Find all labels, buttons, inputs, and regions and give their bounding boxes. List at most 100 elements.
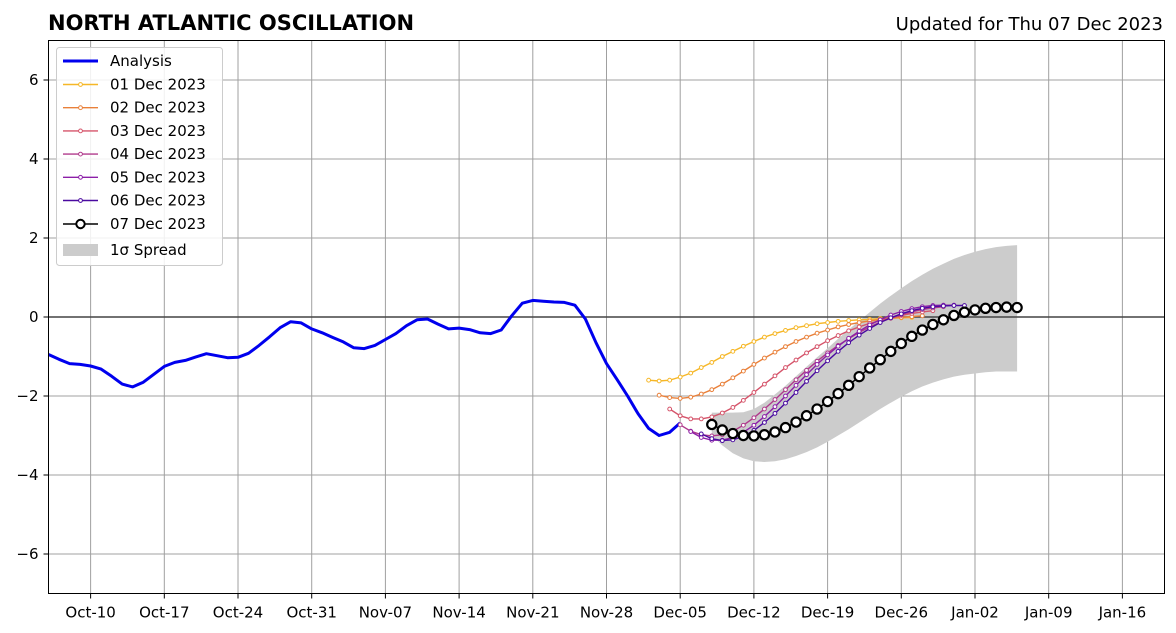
latest-point [758,429,771,441]
x-tick-label: Nov-14 [432,604,485,622]
forecast-point [762,420,767,425]
forecast-point [698,391,704,397]
forecast-point [698,431,704,437]
latest-point [979,302,992,315]
y-tick-label: 6 [29,71,39,89]
latest-point [769,426,781,438]
legend-label: 06 Dec 2023 [110,192,206,210]
forecast-point [783,344,788,350]
forecast-point [688,416,694,422]
x-tick-label: Jan-16 [1098,604,1147,622]
x-axis: Oct-10 Oct-17 Oct-24 Oct-31 Nov-07 Nov-14 Nov-… [65,593,1147,622]
forecast-point [646,377,652,383]
forecast-point [835,333,841,338]
forecast-point [772,349,778,355]
legend-label: 02 Dec 2023 [110,99,206,117]
x-tick-label: Oct-24 [213,604,263,622]
latest-point [885,345,897,358]
forecast-point [835,318,841,324]
forecast-point [825,338,830,344]
forecast-point [751,339,757,344]
forecast-point [793,390,799,395]
forecast-point [667,406,673,412]
forecast-point [804,334,809,340]
legend-label: 1σ Spread [110,241,187,259]
latest-point [737,429,750,442]
forecast-point [856,328,862,334]
forecast-point [698,365,704,370]
forecast-point [783,387,788,393]
spread-layer [711,245,1018,462]
forecast-point [909,308,915,314]
forecast-point [762,334,767,340]
x-tick-label: Jan-02 [950,604,999,622]
forecast-point [719,381,725,387]
forecast-point [835,343,841,349]
legend-box [56,47,223,266]
legend-label: 04 Dec 2023 [110,145,206,163]
forecast-point [814,321,820,327]
forecast-point [835,324,841,330]
forecast-point [846,335,852,341]
forecast-point [677,413,683,419]
legend-label: 01 Dec 2023 [110,76,206,94]
latest-point [969,304,981,316]
forecast-point [814,368,820,374]
legend-marker [78,198,83,203]
forecast-point [677,395,683,401]
latest-point [716,424,729,436]
x-tick-label: Jan-09 [1024,604,1073,622]
legend-marker [78,82,83,87]
forecast-point [709,360,715,365]
forecast-point [814,344,820,350]
forecast-point [656,378,662,384]
latest-point [1000,301,1013,313]
forecast-point [825,320,830,325]
analysis-layer [47,298,682,437]
x-tick-label: Oct-10 [65,604,115,622]
forecast-point [762,414,767,419]
forecast-point [814,330,820,336]
forecast-point [793,377,799,383]
forecast-point [856,332,862,338]
forecast-point [877,320,883,325]
latest-point [811,403,823,415]
forecast-point [919,313,925,319]
x-tick-label: Oct-31 [286,604,336,622]
forecast-point [930,304,936,310]
forecast-point [856,320,862,325]
x-tick-label: Dec-12 [727,604,781,622]
x-tick-label: Dec-26 [875,604,929,622]
y-tick-label: 4 [29,150,39,168]
latest-point [895,337,907,350]
forecast-point [762,355,767,361]
forecast-point [772,397,778,402]
forecast-point [667,377,673,383]
forecast-point [688,394,694,400]
forecast-point [783,328,788,333]
latest-point [832,387,844,400]
x-tick-label: Nov-21 [506,604,559,622]
chart-title: NORTH ATLANTIC OSCILLATION [48,11,414,35]
forecast-point [772,373,778,379]
forecast-point [804,378,809,384]
legend-label: Analysis [110,52,172,70]
forecast-point [804,323,809,329]
forecast-point [709,387,715,393]
forecast-point [846,328,852,334]
forecast-point [688,429,694,434]
x-tick-label: Dec-19 [801,604,855,622]
forecast-point [804,367,809,373]
forecast-point [793,325,799,331]
forecast-point [856,324,862,330]
forecast-point [740,422,746,428]
forecast-point [719,354,725,359]
forecast-point [656,392,662,398]
forecast-point [825,352,830,358]
forecast-point [846,318,852,323]
latest-point [927,318,939,331]
analysis-line [47,298,682,437]
x-tick-label: Nov-07 [359,604,412,622]
y-tick-label: 2 [29,229,39,247]
forecast-point [762,406,767,412]
